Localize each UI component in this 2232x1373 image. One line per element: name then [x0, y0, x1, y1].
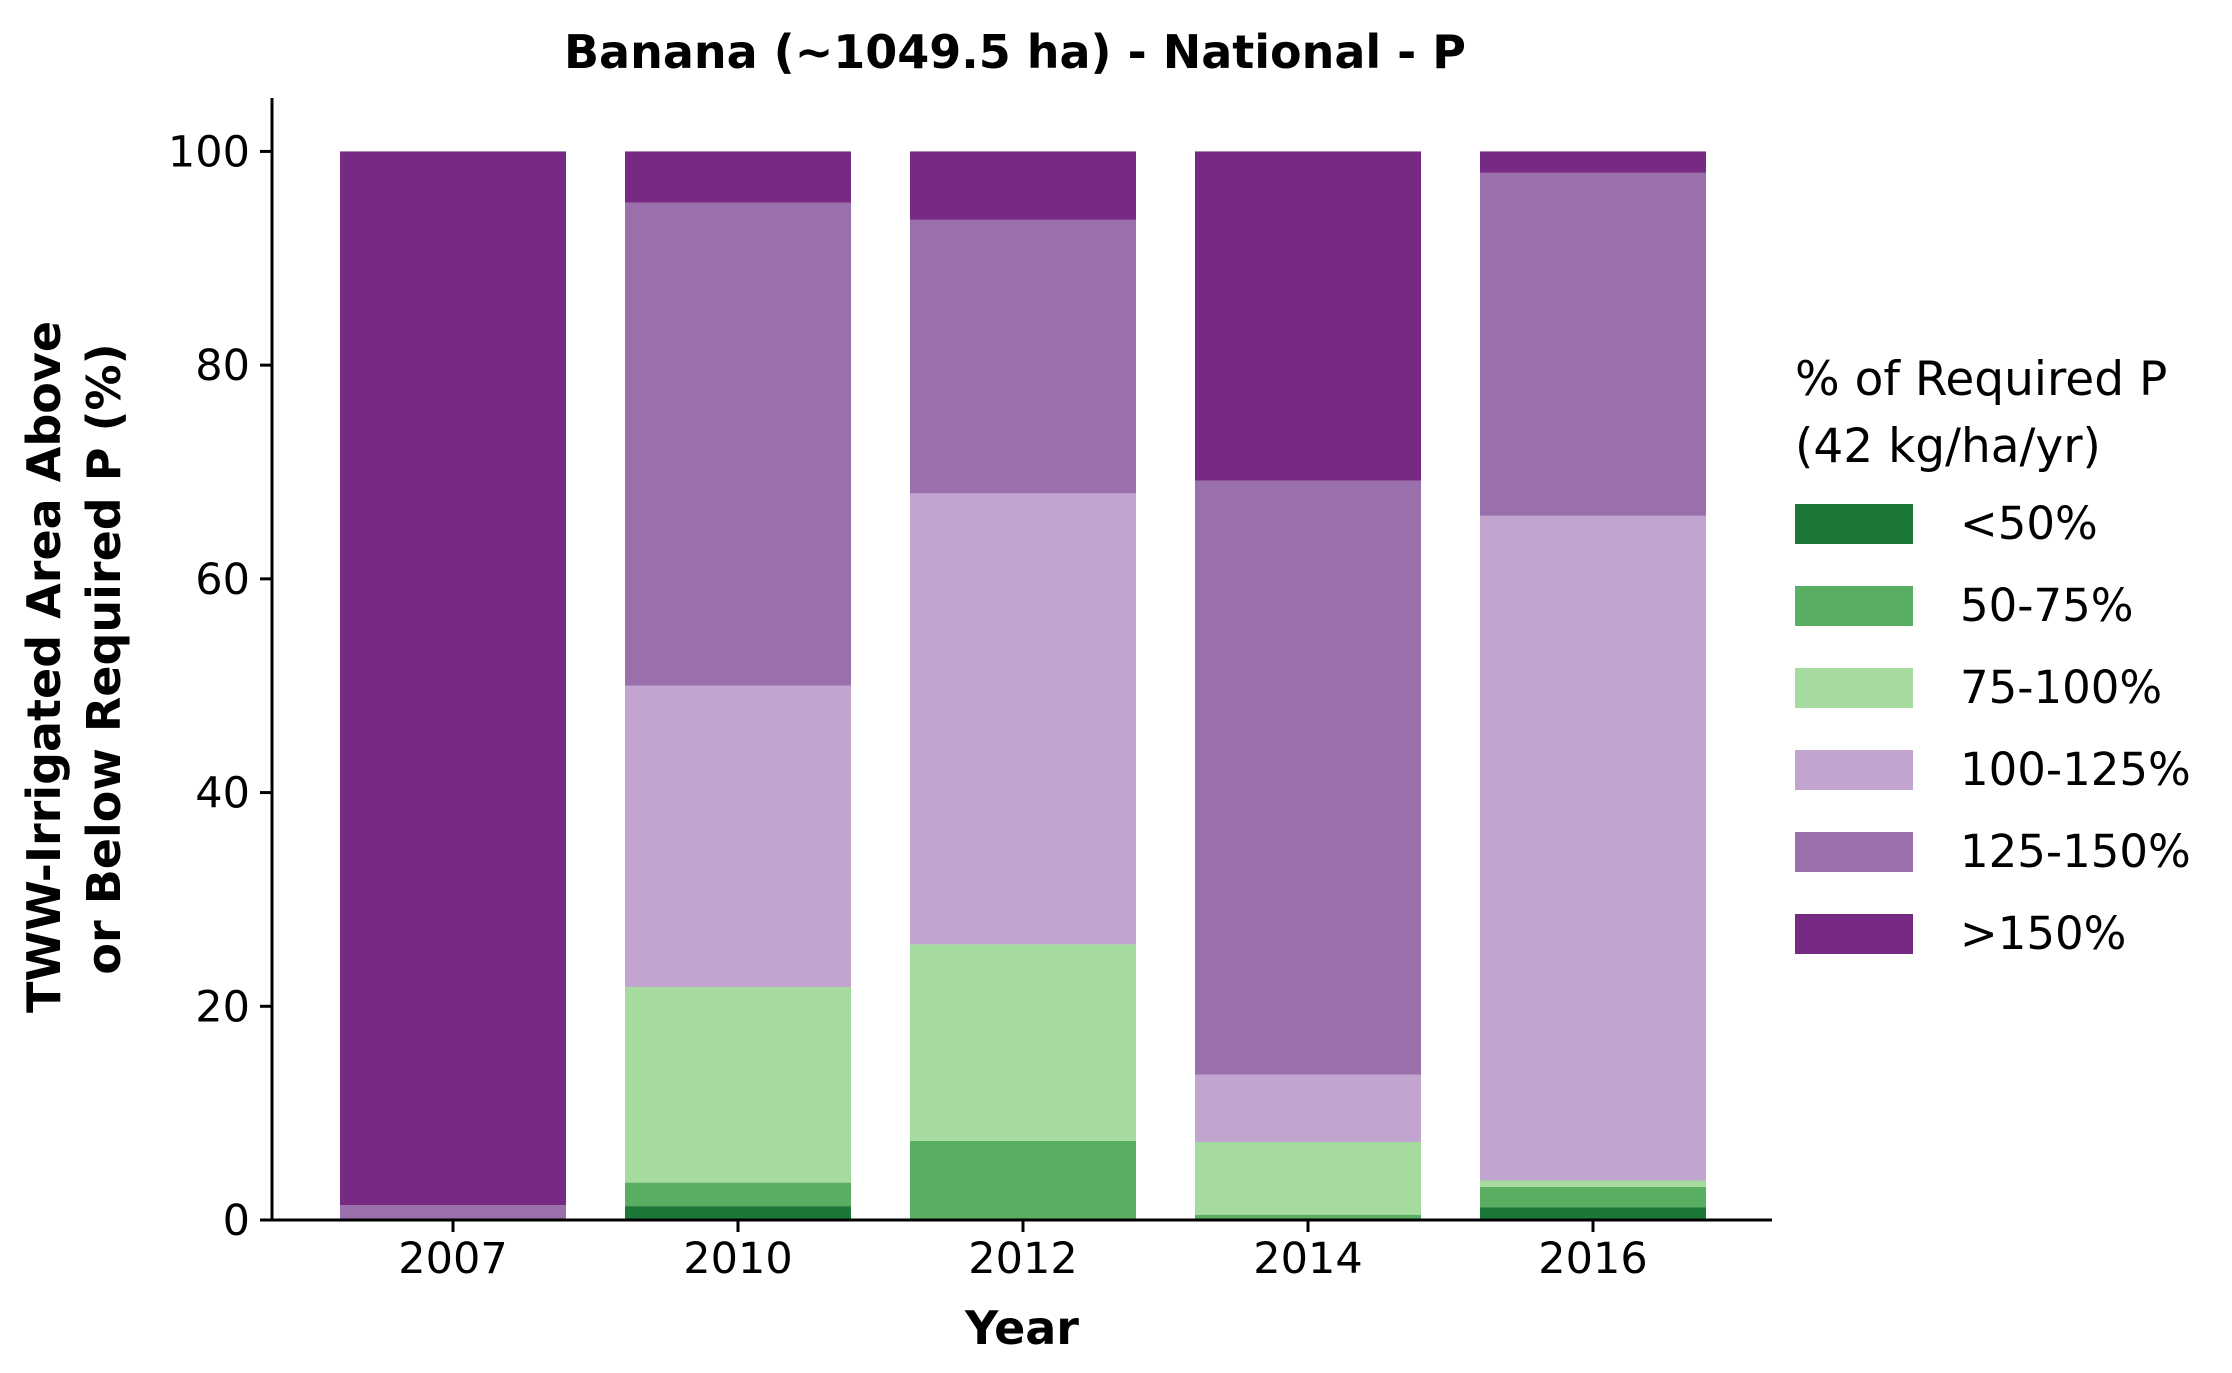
legend-label: >150%	[1960, 907, 2126, 960]
bar-2016-series-5	[1480, 151, 1706, 173]
y-tick-label: 20	[195, 982, 250, 1032]
bar-2016-series-1	[1480, 1186, 1706, 1208]
bar-2014-series-2	[1195, 1141, 1421, 1215]
y-axis-title-line-1: TWW-Irrigated Area Above	[17, 321, 71, 1013]
y-ticks-group: 0 20 40 60 80 100	[168, 127, 272, 1246]
y-tick-label: 60	[195, 555, 250, 605]
bar-2016-series-4	[1480, 172, 1706, 516]
x-tick-label: 2014	[1253, 1234, 1362, 1284]
bar-2014-series-1	[1195, 1214, 1421, 1220]
bar-2016-series-2	[1480, 1180, 1706, 1187]
legend-title-line-1: % of Required P	[1795, 352, 2167, 407]
x-tick-label: 2010	[683, 1234, 792, 1284]
bar-2010-series-3	[625, 685, 851, 988]
bar-2010-series-1	[625, 1182, 851, 1207]
bar-2010-series-5	[625, 151, 851, 203]
bar-2010-series-2	[625, 987, 851, 1183]
legend: % of Required P (42 kg/ha/yr) <50% 50-75%…	[1795, 352, 2191, 960]
bar-2007-series-4	[340, 1205, 566, 1220]
legend-title-line-2: (42 kg/ha/yr)	[1795, 419, 2101, 474]
y-tick-label: 100	[168, 127, 250, 177]
legend-swatch	[1795, 504, 1913, 544]
legend-swatch	[1795, 668, 1913, 708]
x-tick-label: 2016	[1538, 1234, 1647, 1284]
y-tick-label: 0	[223, 1196, 250, 1246]
bar-2016-series-0	[1480, 1207, 1706, 1220]
x-ticks-group: 2007 2010 2012 2014 2016	[398, 1220, 1648, 1284]
bar-2012-series-2	[910, 944, 1136, 1141]
bar-2012-series-1	[910, 1140, 1136, 1220]
legend-swatch	[1795, 586, 1913, 626]
legend-label: 50-75%	[1960, 579, 2134, 632]
y-axis-title: TWW-Irrigated Area Above or Below Requir…	[17, 305, 131, 1013]
x-axis-title: Year	[964, 1301, 1079, 1355]
bar-2016-series-3	[1480, 515, 1706, 1181]
bar-2014-series-3	[1195, 1074, 1421, 1142]
x-tick-label: 2007	[398, 1234, 507, 1284]
bar-2012-series-5	[910, 151, 1136, 220]
bar-2014-series-5	[1195, 151, 1421, 481]
legend-label: 75-100%	[1960, 661, 2162, 714]
bars-group	[340, 151, 1706, 1220]
bar-2012-series-3	[910, 493, 1136, 945]
y-tick-label: 80	[195, 341, 250, 391]
x-tick-label: 2012	[968, 1234, 1077, 1284]
bar-2012-series-4	[910, 219, 1136, 494]
bar-2010-series-4	[625, 202, 851, 686]
bar-2007-series-5	[340, 151, 566, 1206]
y-tick-label: 40	[195, 769, 250, 819]
bar-2010-series-0	[625, 1206, 851, 1220]
legend-label: 100-125%	[1960, 743, 2191, 796]
legend-swatch	[1795, 750, 1913, 790]
bar-2014-series-4	[1195, 480, 1421, 1075]
legend-label: <50%	[1960, 497, 2098, 550]
legend-swatch	[1795, 914, 1913, 954]
legend-items: <50% 50-75% 75-100% 100-125% 125-150% >150%	[1795, 497, 2191, 960]
legend-label: 125-150%	[1960, 825, 2191, 878]
chart-title: Banana (~1049.5 ha) - National - P	[564, 25, 1466, 79]
y-axis-title-line-2: or Below Required P (%)	[77, 343, 131, 974]
legend-swatch	[1795, 832, 1913, 872]
